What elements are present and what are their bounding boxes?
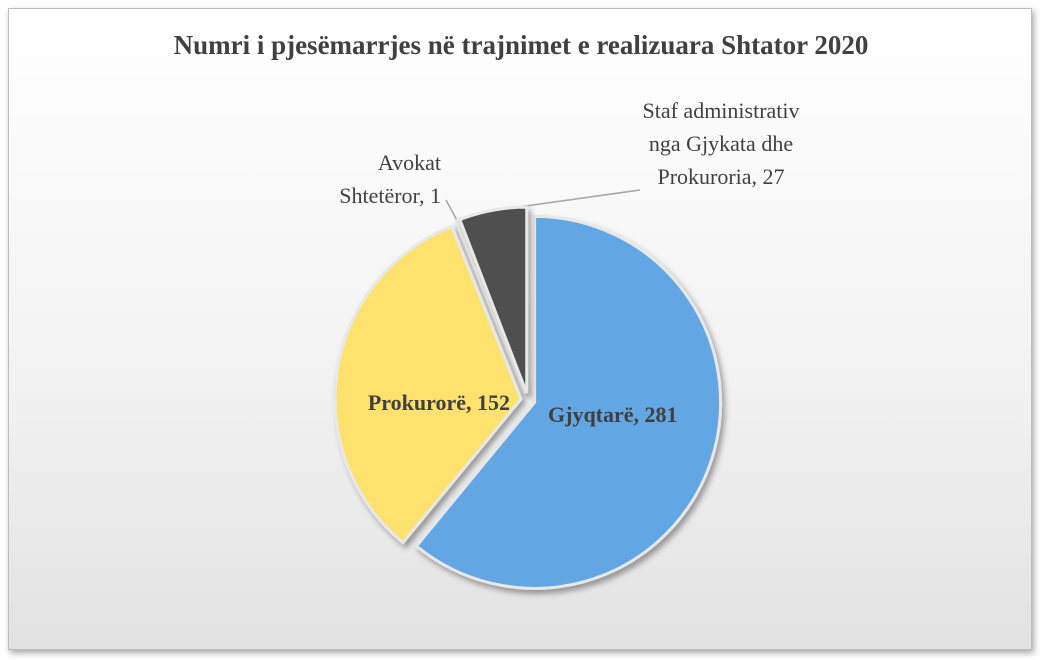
pie-slice: [414, 214, 723, 590]
pie-slice: [333, 224, 523, 545]
data-label: Avokat Shtetëror, 1: [339, 150, 441, 208]
data-label: Gjyqtarë, 281: [548, 402, 678, 427]
data-label: Prokurorë, 152: [367, 390, 510, 415]
data-label: Staf administrativ nga Gjykata dhe Proku…: [642, 98, 800, 189]
pie-slice: [457, 205, 529, 394]
chart-title: Numri i pjesëmarrjes në trajnimet e real…: [173, 30, 869, 60]
